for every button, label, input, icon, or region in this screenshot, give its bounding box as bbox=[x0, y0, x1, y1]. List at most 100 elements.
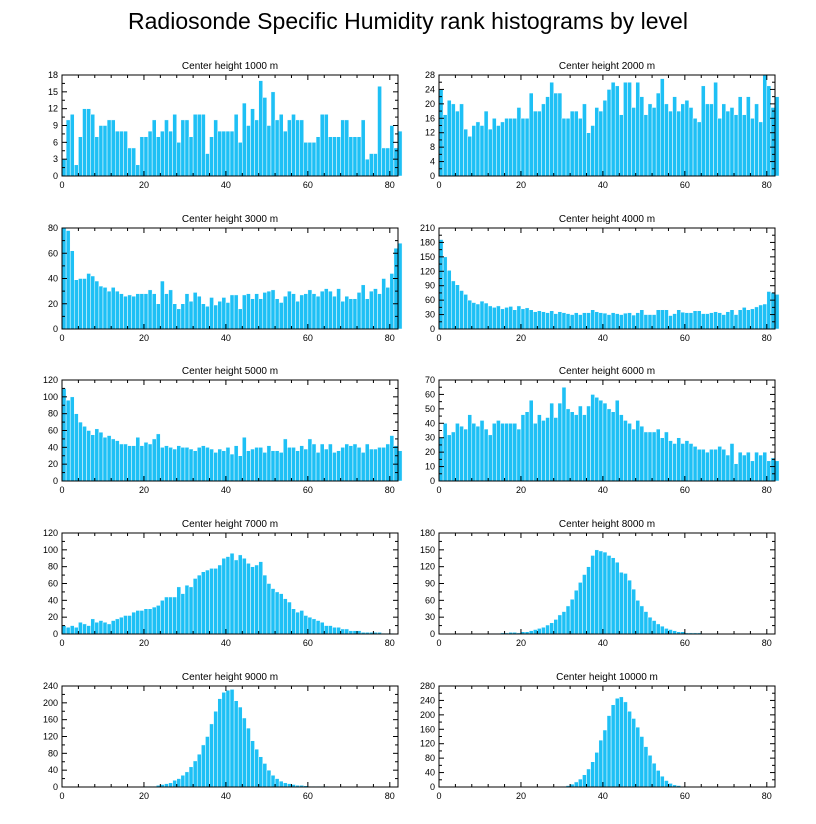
y-tick-label: 40 bbox=[48, 442, 58, 452]
bar bbox=[500, 423, 505, 482]
bar bbox=[676, 309, 682, 330]
bar bbox=[131, 295, 137, 330]
bar bbox=[352, 136, 358, 177]
bar bbox=[336, 450, 341, 482]
y-tick-label: 150 bbox=[420, 545, 435, 555]
bar bbox=[196, 447, 202, 482]
bar bbox=[127, 294, 132, 330]
bar bbox=[287, 447, 292, 482]
bar bbox=[221, 692, 227, 788]
bar bbox=[242, 558, 247, 635]
bar bbox=[565, 605, 571, 635]
bar bbox=[664, 103, 669, 177]
bar bbox=[123, 130, 128, 177]
x-tick-label: 40 bbox=[598, 485, 608, 495]
y-tick-label: 240 bbox=[43, 681, 58, 691]
bar bbox=[635, 312, 641, 330]
bar bbox=[561, 386, 567, 482]
x-tick-label: 0 bbox=[59, 333, 64, 343]
bar bbox=[496, 305, 501, 330]
bar bbox=[69, 114, 75, 177]
bar bbox=[700, 449, 706, 482]
bar bbox=[537, 414, 542, 482]
bar bbox=[78, 136, 83, 177]
bar bbox=[631, 428, 636, 482]
bar bbox=[492, 118, 497, 177]
bar bbox=[127, 615, 132, 635]
bar bbox=[393, 247, 399, 330]
bar bbox=[594, 311, 600, 330]
bar bbox=[147, 443, 153, 482]
bar bbox=[479, 420, 485, 482]
bar bbox=[270, 450, 276, 482]
bar bbox=[389, 273, 395, 330]
bar bbox=[172, 448, 177, 482]
bar bbox=[594, 397, 600, 482]
x-tick-label: 20 bbox=[516, 180, 526, 190]
bar bbox=[250, 108, 255, 177]
bar bbox=[397, 450, 403, 482]
x-tick-label: 80 bbox=[762, 333, 772, 343]
panel-9: Center height 9000 m 0 20 40 60 80 0 40 80 120 160… bbox=[43, 672, 399, 801]
bar bbox=[741, 114, 747, 177]
bar bbox=[692, 446, 698, 482]
bar bbox=[614, 313, 620, 330]
bar bbox=[360, 452, 366, 482]
bar bbox=[545, 312, 550, 330]
bar bbox=[381, 447, 386, 482]
x-tick-label: 0 bbox=[436, 180, 441, 190]
bar bbox=[717, 312, 722, 330]
bar bbox=[709, 312, 714, 330]
bar bbox=[385, 287, 391, 330]
bar bbox=[598, 550, 604, 635]
bar bbox=[262, 97, 268, 177]
y-tick-label: 40 bbox=[425, 768, 435, 778]
bar bbox=[86, 108, 91, 177]
x-tick-label: 40 bbox=[221, 791, 231, 801]
bar bbox=[680, 311, 686, 330]
bar bbox=[524, 307, 530, 330]
bar bbox=[213, 304, 218, 330]
bar bbox=[143, 293, 149, 330]
y-tick-label: 4 bbox=[430, 157, 435, 167]
bar bbox=[590, 394, 595, 482]
x-tick-label: 60 bbox=[303, 638, 313, 648]
bar bbox=[541, 420, 546, 482]
bar bbox=[348, 136, 354, 177]
bar bbox=[135, 293, 141, 330]
bar bbox=[668, 629, 673, 635]
bar bbox=[438, 239, 444, 330]
bar bbox=[311, 142, 317, 177]
bar bbox=[721, 449, 727, 482]
x-tick-label: 60 bbox=[303, 485, 313, 495]
bar bbox=[598, 739, 604, 788]
bar bbox=[254, 293, 259, 330]
bar bbox=[700, 313, 706, 330]
x-tick-label: 20 bbox=[516, 791, 526, 801]
bar bbox=[229, 552, 235, 635]
bar bbox=[115, 290, 120, 330]
bar bbox=[172, 780, 177, 788]
bar bbox=[631, 718, 636, 788]
bar bbox=[213, 711, 218, 788]
bar bbox=[344, 628, 350, 635]
bar bbox=[541, 627, 546, 635]
bar bbox=[217, 448, 223, 482]
bar bbox=[639, 605, 645, 635]
bar bbox=[549, 310, 554, 330]
bar bbox=[647, 755, 653, 788]
bar bbox=[188, 136, 194, 177]
bar bbox=[688, 107, 694, 177]
bar bbox=[295, 119, 300, 177]
bar bbox=[582, 774, 587, 788]
bar bbox=[737, 451, 743, 482]
bar bbox=[668, 440, 673, 482]
bar bbox=[373, 288, 378, 330]
bar bbox=[74, 627, 79, 635]
panel-7: Center height 7000 m 0 20 40 60 80 0 20 40 60 80 10… bbox=[43, 519, 399, 648]
bar bbox=[61, 625, 67, 635]
bar bbox=[733, 314, 739, 330]
bar bbox=[201, 445, 206, 482]
bar bbox=[82, 278, 87, 330]
bar bbox=[696, 121, 702, 177]
